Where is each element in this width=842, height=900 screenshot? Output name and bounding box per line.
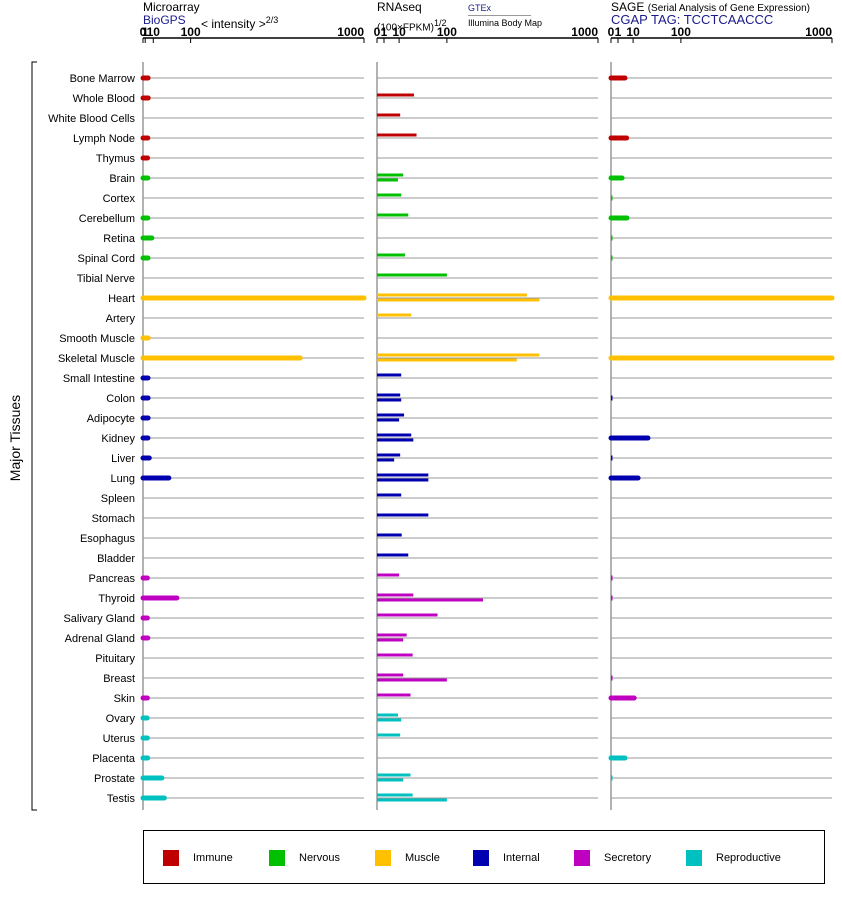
legend-swatch-immune xyxy=(163,850,179,866)
category-label: Smooth Muscle xyxy=(59,333,135,345)
category-label: Spleen xyxy=(101,493,135,505)
category-label: Small Intestine xyxy=(63,373,135,385)
panel-note-intensity: < intensity >2/3 xyxy=(201,15,279,31)
category-label: Stomach xyxy=(92,513,135,525)
category-label: Skin xyxy=(114,693,135,705)
x-tick-label-rnaseq: 0 xyxy=(374,25,381,39)
category-label: Kidney xyxy=(101,433,135,445)
category-label: Thyroid xyxy=(98,593,135,605)
legend-swatch-muscle xyxy=(375,850,391,866)
x-tick-label-rnaseq: 100 xyxy=(437,25,457,39)
category-label: Pancreas xyxy=(89,573,136,585)
category-label: Liver xyxy=(111,453,135,465)
category-label: Artery xyxy=(106,313,136,325)
category-label: Whole Blood xyxy=(73,93,135,105)
legend-swatch-nervous xyxy=(269,850,285,866)
x-tick-label-rnaseq: 1 xyxy=(381,25,388,39)
source-illumina: Illumina Body Map xyxy=(468,18,543,28)
category-label: Esophagus xyxy=(80,533,136,545)
x-tick-label-sage: 100 xyxy=(671,25,691,39)
category-label: Adipocyte xyxy=(87,413,135,425)
x-tick-label-rnaseq: 10 xyxy=(392,25,406,39)
legend-item-internal: Internal xyxy=(473,850,540,866)
x-tick-label-microarray: 10 xyxy=(147,25,161,39)
category-label: White Blood Cells xyxy=(48,113,135,125)
panel-title-rnaseq: RNAseq xyxy=(377,0,422,14)
legend: Immune Nervous Muscle Internal Secretory… xyxy=(143,830,825,884)
category-label: Cerebellum xyxy=(79,213,135,225)
category-label: Bladder xyxy=(97,553,135,565)
category-label: Skeletal Muscle xyxy=(58,353,135,365)
legend-item-nervous: Nervous xyxy=(269,850,340,866)
category-label: Ovary xyxy=(106,713,136,725)
category-label: Placenta xyxy=(92,753,136,765)
x-tick-label-sage: 10 xyxy=(626,25,640,39)
category-label: Testis xyxy=(107,793,136,805)
legend-swatch-internal xyxy=(473,850,489,866)
category-label: Lung xyxy=(111,473,135,485)
legend-swatch-secretory xyxy=(574,850,590,866)
category-label: Salivary Gland xyxy=(63,613,135,625)
panel-subtitle-biogps: BioGPS xyxy=(143,13,186,27)
category-label: Adrenal Gland xyxy=(65,633,135,645)
x-tick-label-sage: 1 xyxy=(615,25,622,39)
legend-swatch-reproductive xyxy=(686,850,702,866)
x-tick-label-microarray: 1 xyxy=(142,25,149,39)
panel-note-fpkm: (100×FPKM)1/2 xyxy=(377,18,447,34)
x-tick-label-sage: 1000 xyxy=(805,25,832,39)
category-bracket xyxy=(31,61,37,811)
panel-subtitle-cgap: CGAP TAG: TCCTCAACCC xyxy=(611,12,774,27)
source-gtex: GTEx xyxy=(468,1,532,16)
x-tick-label-sage: 0 xyxy=(608,25,615,39)
category-label: Pituitary xyxy=(95,653,135,665)
category-label: Breast xyxy=(103,673,135,685)
category-label: Uterus xyxy=(103,733,136,745)
category-label: Bone Marrow xyxy=(70,73,135,85)
x-tick-label-rnaseq: 1000 xyxy=(571,25,598,39)
category-label: Thymus xyxy=(96,153,136,165)
category-label: Cortex xyxy=(103,193,136,205)
category-label: Brain xyxy=(109,173,135,185)
category-label: Prostate xyxy=(94,773,135,785)
category-label: Tibial Nerve xyxy=(77,273,135,285)
panel-title-sage: SAGE (Serial Analysis of Gene Expression… xyxy=(611,0,810,14)
legend-item-secretory: Secretory xyxy=(574,850,651,866)
category-label: Lymph Node xyxy=(73,133,135,145)
x-tick-label-microarray: 0 xyxy=(140,25,147,39)
category-label: Spinal Cord xyxy=(78,253,135,265)
x-tick-label-microarray: 1000 xyxy=(337,25,364,39)
legend-item-immune: Immune xyxy=(163,850,233,866)
panel-title-microarray: Microarray xyxy=(143,0,200,14)
category-label: Colon xyxy=(106,393,135,405)
category-label: Heart xyxy=(108,293,135,305)
category-label: Retina xyxy=(103,233,136,245)
legend-item-muscle: Muscle xyxy=(375,850,440,866)
x-tick-label-microarray: 100 xyxy=(181,25,201,39)
legend-item-reproductive: Reproductive xyxy=(686,850,781,866)
